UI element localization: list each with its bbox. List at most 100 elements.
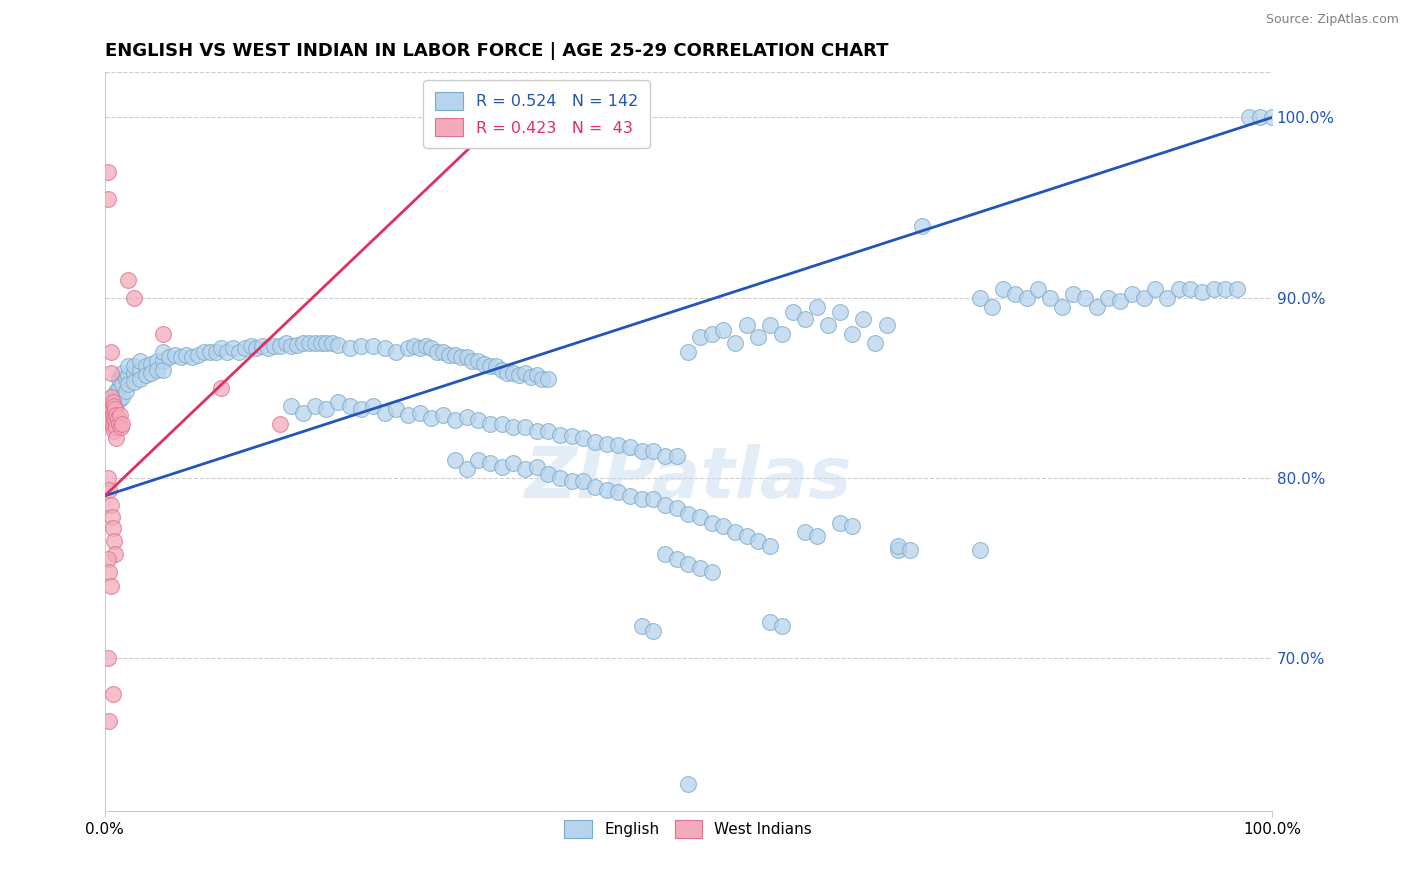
Point	[1261, 111, 1284, 125]
Point	[654, 498, 676, 512]
Point	[735, 528, 758, 542]
Point	[898, 542, 921, 557]
Point	[385, 344, 408, 359]
Point	[114, 372, 136, 386]
Point	[107, 381, 129, 395]
Point	[117, 359, 139, 373]
Point	[1039, 291, 1062, 305]
Point	[97, 471, 120, 485]
Point	[128, 353, 150, 368]
Point	[456, 462, 478, 476]
Point	[97, 651, 120, 665]
Point	[1226, 282, 1249, 296]
Point	[689, 561, 711, 575]
Point	[969, 542, 991, 557]
Point	[117, 272, 139, 286]
Point	[828, 516, 851, 530]
Point	[209, 381, 232, 395]
Point	[103, 533, 125, 548]
Point	[350, 402, 373, 417]
Point	[152, 344, 174, 359]
Point	[98, 483, 121, 498]
Point	[1237, 111, 1260, 125]
Point	[1180, 282, 1202, 296]
Point	[315, 402, 337, 417]
Point	[269, 339, 291, 353]
Point	[107, 372, 129, 386]
Point	[315, 335, 337, 350]
Point	[111, 417, 134, 431]
Point	[100, 390, 122, 404]
Point	[583, 480, 606, 494]
Point	[101, 408, 124, 422]
Point	[1144, 282, 1167, 296]
Point	[101, 687, 124, 701]
Point	[181, 350, 204, 364]
Text: ZIPatlas: ZIPatlas	[524, 444, 852, 513]
Point	[700, 516, 723, 530]
Point	[103, 399, 125, 413]
Point	[595, 483, 617, 498]
Point	[444, 413, 467, 427]
Point	[426, 344, 449, 359]
Point	[98, 408, 121, 422]
Point	[1121, 287, 1143, 301]
Point	[101, 395, 124, 409]
Point	[537, 424, 560, 438]
Point	[747, 533, 769, 548]
Point	[420, 341, 443, 355]
Point	[432, 344, 454, 359]
Point	[887, 542, 910, 557]
Point	[100, 498, 122, 512]
Point	[280, 339, 302, 353]
Point	[747, 330, 769, 344]
Point	[374, 341, 396, 355]
Point	[128, 372, 150, 386]
Point	[122, 367, 145, 381]
Point	[841, 326, 863, 341]
Point	[502, 457, 524, 471]
Point	[531, 372, 554, 386]
Point	[689, 330, 711, 344]
Point	[472, 357, 495, 371]
Point	[513, 420, 536, 434]
Point	[187, 348, 209, 362]
Point	[1097, 291, 1119, 305]
Point	[339, 399, 361, 413]
Point	[111, 390, 134, 404]
Point	[643, 624, 665, 638]
Legend: English, West Indians: English, West Indians	[558, 814, 818, 844]
Point	[105, 408, 128, 422]
Point	[135, 359, 157, 373]
Point	[1050, 300, 1073, 314]
Point	[141, 367, 163, 381]
Point	[146, 353, 169, 368]
Point	[97, 399, 120, 413]
Point	[339, 341, 361, 355]
Point	[630, 492, 652, 507]
Point	[100, 510, 122, 524]
Point	[122, 376, 145, 390]
Point	[176, 348, 198, 362]
Point	[104, 547, 127, 561]
Point	[309, 335, 332, 350]
Point	[876, 318, 898, 332]
Point	[105, 420, 128, 434]
Point	[402, 339, 425, 353]
Point	[326, 395, 349, 409]
Point	[111, 367, 134, 381]
Point	[678, 777, 700, 791]
Point	[97, 192, 120, 206]
Point	[1015, 291, 1038, 305]
Point	[420, 411, 443, 425]
Point	[117, 368, 139, 383]
Point	[100, 402, 122, 417]
Point	[467, 413, 489, 427]
Point	[1004, 287, 1026, 301]
Point	[496, 367, 519, 381]
Point	[526, 424, 548, 438]
Point	[169, 350, 191, 364]
Point	[222, 341, 245, 355]
Point	[361, 339, 384, 353]
Point	[724, 524, 747, 539]
